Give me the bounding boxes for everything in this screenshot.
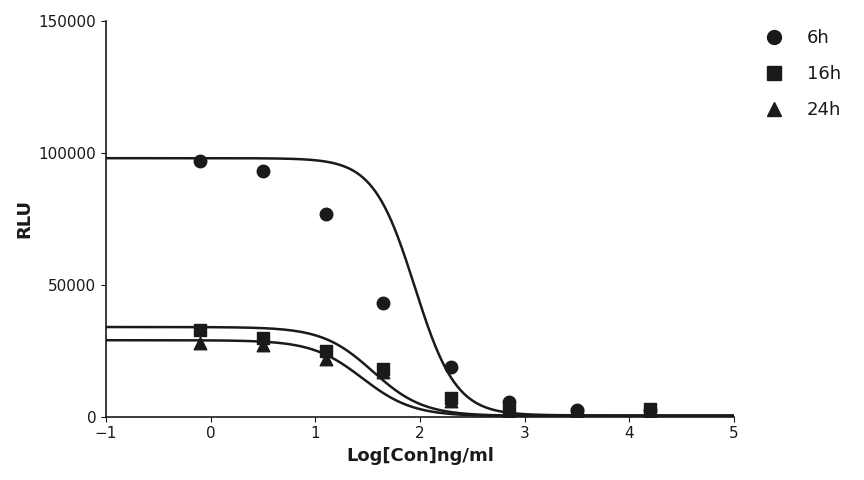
6h xyxy=(377,300,391,307)
24h xyxy=(444,397,458,405)
6h xyxy=(502,398,516,406)
24h xyxy=(644,408,658,415)
16h xyxy=(502,408,516,415)
6h xyxy=(319,210,333,217)
6h xyxy=(194,157,207,165)
16h xyxy=(194,326,207,334)
6h xyxy=(570,406,584,414)
16h xyxy=(570,410,584,418)
6h xyxy=(444,363,458,371)
16h xyxy=(377,365,391,373)
24h xyxy=(319,355,333,362)
16h xyxy=(319,347,333,355)
X-axis label: Log[Con]ng/ml: Log[Con]ng/ml xyxy=(346,447,494,465)
6h xyxy=(644,406,658,414)
Legend: 6h, 16h, 24h: 6h, 16h, 24h xyxy=(749,22,848,127)
16h xyxy=(444,395,458,402)
24h xyxy=(256,342,270,349)
24h xyxy=(194,339,207,347)
24h xyxy=(502,409,516,417)
6h xyxy=(256,168,270,175)
Y-axis label: RLU: RLU xyxy=(15,199,33,239)
24h xyxy=(570,411,584,419)
24h xyxy=(377,368,391,376)
16h xyxy=(644,405,658,413)
16h xyxy=(256,334,270,341)
